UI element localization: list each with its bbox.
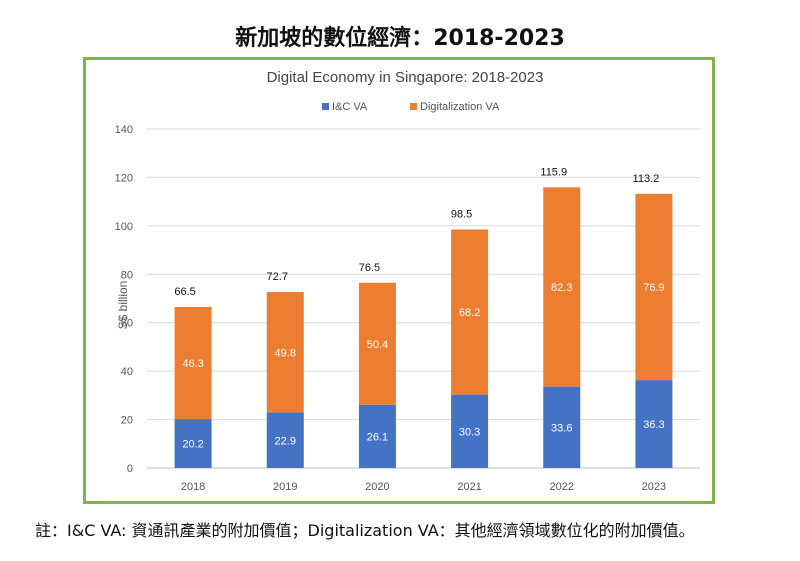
y-tick-label: 60 [121, 318, 133, 330]
legend-swatch [322, 103, 329, 110]
x-tick-label: 2023 [642, 481, 666, 493]
legend-label: I&C VA [332, 101, 368, 113]
y-axis: 0 20 40 60 80 100 120 140 [115, 124, 133, 475]
bar-segment [266, 291, 304, 413]
x-tick-label: 2021 [457, 481, 481, 493]
bar-segment [635, 380, 673, 468]
x-tick-label: 2022 [550, 481, 574, 493]
bar-data-label: 36.3 [643, 419, 664, 431]
bar-data-label: 22.9 [275, 435, 296, 447]
bar-data-label: 49.8 [275, 347, 296, 359]
bar-total-label: 113.2 [633, 173, 660, 185]
x-tick-label: 2020 [365, 481, 389, 493]
bar-segment [635, 193, 673, 381]
bar-total-label: 66.5 [174, 286, 195, 298]
bar-data-label: 76.9 [643, 282, 664, 294]
bar-data-label: 68.2 [459, 307, 480, 319]
y-tick-label: 80 [121, 269, 133, 281]
footnote: 註：I&C VA: 資通訊產業的附加價值；Digitalization VA：其… [35, 521, 695, 540]
y-axis-label: S$ billion [116, 281, 130, 330]
bar-data-label: 30.3 [459, 426, 480, 438]
page-title: 新加坡的數位經濟：2018-2023 [235, 26, 565, 51]
bar-data-label: 26.1 [367, 431, 388, 443]
y-tick-label: 20 [121, 415, 133, 427]
bar-total-label: 98.5 [451, 208, 472, 220]
bars: 20.2 46.3 66.5 22.9 49.8 72.7 26.1 50.4 76.5 30.3… [174, 166, 673, 468]
bar-total-label: 115.9 [540, 166, 567, 178]
legend: I&C VA Digitalization VA [322, 101, 500, 113]
bar-data-label: 50.4 [367, 339, 388, 351]
bar-data-label: 33.6 [551, 422, 572, 434]
legend-label: Digitalization VA [420, 101, 500, 113]
bar-total-label: 72.7 [267, 271, 288, 283]
bar-segment [358, 404, 396, 468]
bar-data-label: 82.3 [551, 282, 572, 294]
bar-data-label: 20.2 [182, 439, 203, 451]
bar-segment [174, 306, 212, 420]
bar-total-label: 76.5 [359, 262, 380, 274]
y-tick-label: 40 [121, 366, 133, 378]
bar-segment [451, 394, 489, 468]
bar-segment [266, 412, 304, 468]
legend-swatch [410, 103, 417, 110]
x-tick-label: 2018 [181, 481, 205, 493]
gridlines [147, 128, 700, 469]
bar-segment [543, 386, 581, 468]
chart-frame [83, 57, 715, 504]
y-tick-label: 140 [115, 124, 133, 136]
y-tick-label: 100 [115, 221, 133, 233]
chart-title: Digital Economy in Singapore: 2018-2023 [267, 69, 544, 86]
x-tick-label: 2019 [273, 481, 297, 493]
bar-segment [174, 419, 212, 468]
bar-segment [451, 229, 489, 395]
y-tick-label: 120 [115, 172, 133, 184]
bar-segment [543, 187, 581, 387]
x-axis: 2018 2019 2020 2021 2022 2023 [181, 481, 666, 493]
bar-segment [358, 282, 396, 405]
bar-data-label: 46.3 [182, 358, 203, 370]
y-tick-label: 0 [127, 463, 133, 475]
